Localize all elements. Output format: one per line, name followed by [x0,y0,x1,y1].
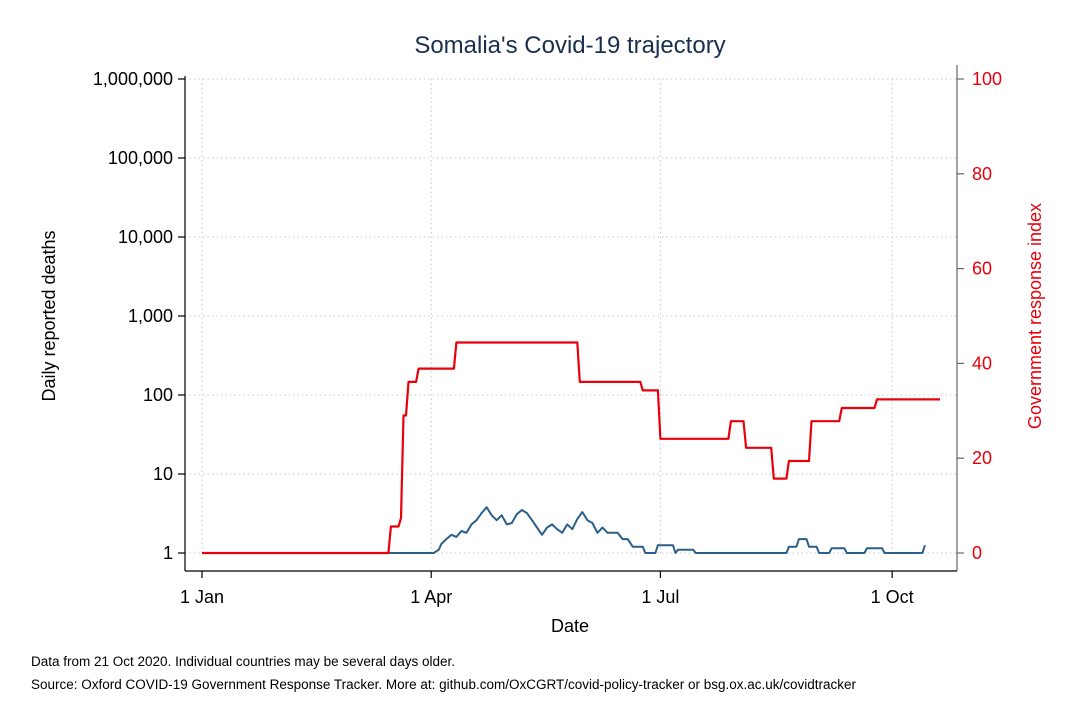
y-left-tick-label: 100,000 [108,148,173,168]
y-left-tick-label: 10,000 [118,227,173,247]
y-right-tick-label: 40 [972,353,992,373]
series-line-response [202,341,940,555]
y-left-tick-label: 10 [153,464,173,484]
ticks-layer: 1 10 100 1,000 10,000 100,000 1,000,000 0 20 40 60… [93,69,1002,607]
y-right-tick-label: 20 [972,448,992,468]
x-tick-label: 1 Apr [410,587,452,607]
y-left-tick-label: 1,000 [128,306,173,326]
grid [185,78,957,554]
y-left-tick-label: 100 [143,385,173,405]
axes [184,65,958,572]
y-left-tick-label: 1 [163,543,173,563]
x-tick-label: 1 Jan [180,587,224,607]
y-right-tick-label: 0 [972,543,982,563]
y-right-tick-label: 80 [972,164,992,184]
y-left-tick-label: 1,000,000 [93,69,173,89]
source-note: Source: Oxford COVID-19 Government Respo… [31,677,857,692]
y-right-tick-label: 60 [972,259,992,279]
y-axis-left-label: Daily reported deaths [39,230,59,401]
chart-title: Somalia's Covid-19 trajectory [414,32,725,59]
y-axis-right-label: Government response index [1025,203,1045,429]
series-line-deaths [202,506,926,554]
series-layer [202,341,940,555]
y-right-tick-label: 100 [972,69,1002,89]
x-tick-label: 1 Jul [641,587,679,607]
x-tick-label: 1 Oct [871,587,914,607]
x-axis-label: Date [551,616,589,636]
data-note: Data from 21 Oct 2020. Individual countr… [31,654,455,669]
